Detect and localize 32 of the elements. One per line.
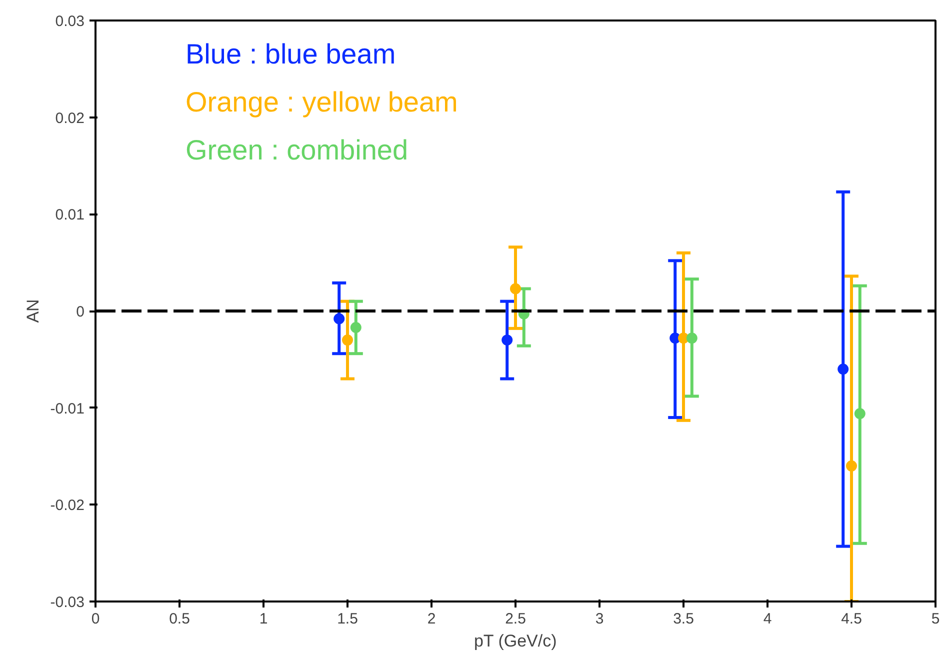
- point: [342, 334, 353, 346]
- point: [854, 408, 866, 420]
- y-tick-label: 0.01: [55, 206, 85, 224]
- x-tick-label: 2.5: [505, 610, 526, 628]
- y-tick-label: 0: [76, 304, 84, 320]
- x-tick-label: 2: [427, 610, 436, 628]
- point: [838, 364, 849, 375]
- x-tick-label: 5: [931, 610, 940, 628]
- point: [350, 322, 362, 333]
- text: Orange : yellow beam: [186, 86, 458, 118]
- point: [686, 332, 698, 344]
- point: [846, 460, 857, 472]
- y-tick-label: 0.02: [55, 110, 85, 127]
- y-tick-label: -0.03: [50, 594, 85, 611]
- x-tick-label: 3.5: [673, 610, 694, 628]
- y-tick-label: -0.02: [50, 497, 85, 514]
- text: Green : combined: [186, 134, 408, 166]
- point: [334, 313, 345, 324]
- x-tick-label: 1.5: [337, 610, 358, 628]
- x-tick-label: 4.5: [841, 610, 862, 628]
- x-axis-title: pT (GeV/c): [474, 632, 557, 650]
- y-axis-title: AN: [23, 299, 42, 323]
- x-tick-label: 0: [91, 610, 100, 628]
- point: [502, 334, 513, 346]
- x-tick-label: 3: [595, 610, 604, 628]
- y-tick-label: -0.01: [50, 400, 85, 418]
- x-tick-label: 1: [259, 610, 268, 628]
- text: Blue : blue beam: [186, 38, 396, 70]
- point: [510, 283, 521, 294]
- x-tick-label: 0.5: [169, 610, 190, 628]
- x-tick-label: 4: [763, 610, 772, 628]
- y-tick-label: 0.03: [55, 13, 85, 30]
